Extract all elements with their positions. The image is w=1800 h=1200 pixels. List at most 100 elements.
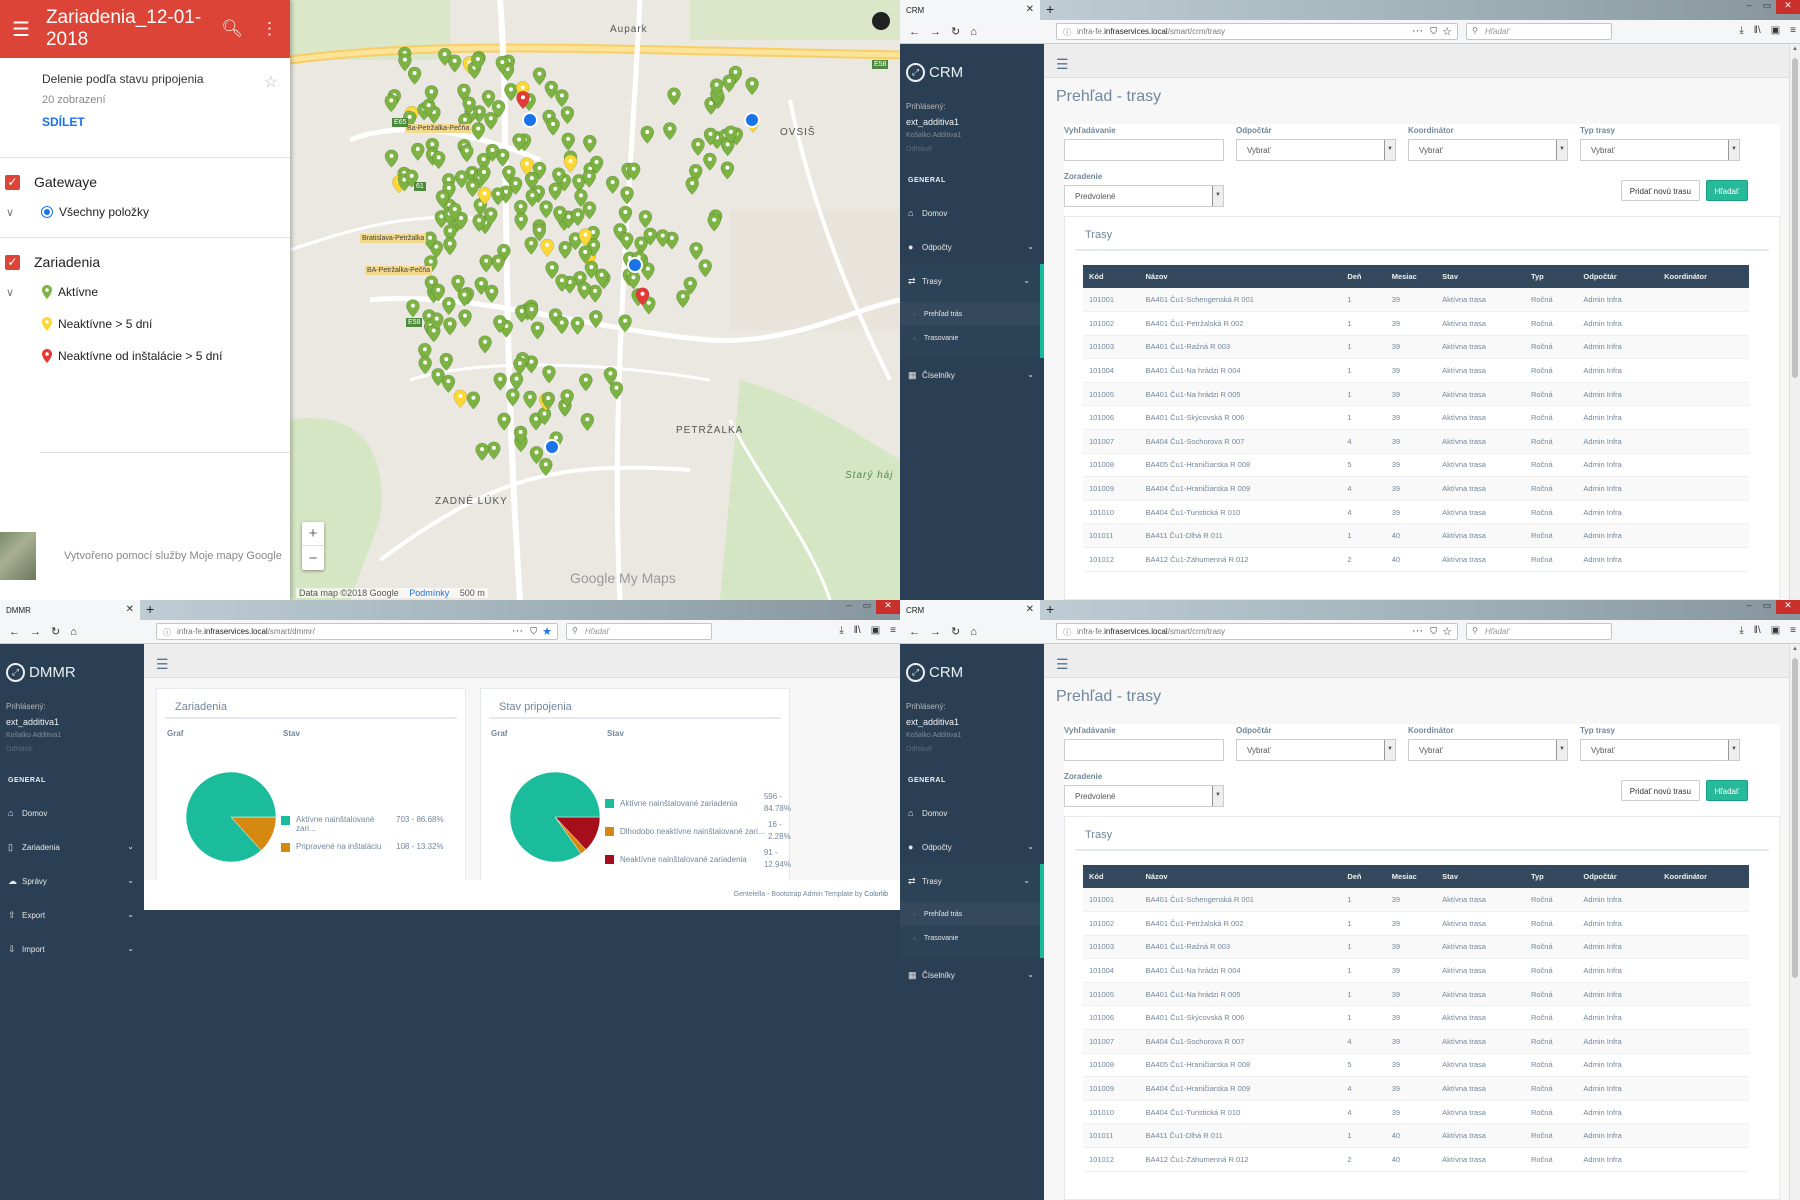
minimize-icon[interactable]: – xyxy=(846,600,852,610)
download-icon[interactable]: ⤓ xyxy=(839,625,844,636)
browser-tab[interactable]: DMMR ✕ xyxy=(0,600,140,620)
map-marker[interactable] xyxy=(618,205,633,224)
sidebar-item-home[interactable]: ⌂ Domov xyxy=(900,196,1044,230)
forward-icon[interactable]: → xyxy=(930,25,941,38)
table-row[interactable]: 101002 BA401 Ču1-Petržalská R 002 1 39 Aktív… xyxy=(1083,311,1749,336)
sidebar-item-routes[interactable]: ⇄ Trasy ⌄ xyxy=(900,264,1044,298)
map-marker[interactable] xyxy=(667,87,681,106)
table-row[interactable]: 101002 BA401 Ču1-Petržalská R 002 1 39 Aktív… xyxy=(1083,911,1749,936)
sidebar-item-home[interactable]: ⌂ Domov xyxy=(900,796,1044,830)
map-marker[interactable] xyxy=(471,52,485,71)
sort-select[interactable]: Predvolené ▼ xyxy=(1064,185,1224,207)
map-marker[interactable] xyxy=(620,232,634,251)
logout-link[interactable]: Odhlásiť xyxy=(906,146,933,153)
map-marker[interactable] xyxy=(574,189,588,208)
menu-toggle-icon[interactable]: ☰ xyxy=(144,644,900,678)
minimize-icon[interactable]: – xyxy=(1746,0,1752,10)
map-marker[interactable] xyxy=(577,281,591,300)
map-marker[interactable] xyxy=(513,357,527,376)
close-tab-icon[interactable]: ✕ xyxy=(1025,604,1034,615)
reload-icon[interactable]: ↻ xyxy=(951,626,961,638)
map-marker[interactable] xyxy=(497,412,511,431)
map-marker[interactable] xyxy=(435,189,450,209)
map-marker[interactable] xyxy=(689,242,703,261)
type-select[interactable]: Vybrať ▼ xyxy=(1580,139,1740,161)
zoom-out-button[interactable]: − xyxy=(308,549,318,567)
forward-icon[interactable]: → xyxy=(930,625,941,638)
reader-select[interactable]: Vybrať ▼ xyxy=(1236,739,1396,761)
back-icon[interactable]: ← xyxy=(909,25,920,38)
map-marker[interactable] xyxy=(720,161,735,180)
search-input[interactable] xyxy=(1064,139,1224,161)
map-marker[interactable] xyxy=(431,368,445,387)
column-header[interactable]: Názov xyxy=(1139,265,1342,288)
map-marker[interactable] xyxy=(553,205,567,224)
minimize-icon[interactable]: – xyxy=(1746,600,1752,610)
map-marker[interactable] xyxy=(471,122,486,141)
download-icon[interactable]: ⤓ xyxy=(1739,625,1744,636)
map-marker[interactable] xyxy=(453,389,468,408)
back-icon[interactable]: ← xyxy=(909,625,920,638)
map-marker[interactable] xyxy=(578,245,593,264)
home-icon[interactable]: ⌂ xyxy=(970,25,977,38)
map-marker[interactable] xyxy=(491,187,505,206)
gateway-marker[interactable] xyxy=(544,439,560,455)
info-icon[interactable]: ⓘ xyxy=(1063,628,1071,637)
map-marker[interactable] xyxy=(457,288,472,307)
map-marker[interactable] xyxy=(583,134,597,154)
column-header[interactable]: Odpočtár xyxy=(1577,865,1659,888)
map-marker[interactable] xyxy=(640,125,655,144)
map-marker[interactable] xyxy=(472,213,486,233)
table-row[interactable]: 101005 BA401 Ču1-Na hrádzi R 005 1 39 Aktívn… xyxy=(1083,982,1749,1007)
column-header[interactable]: Koordinátor xyxy=(1658,865,1749,888)
map-marker[interactable] xyxy=(431,151,446,170)
map-marker[interactable] xyxy=(582,201,597,220)
map-marker[interactable] xyxy=(485,143,500,162)
bookmark-star-icon[interactable]: ☆ xyxy=(1442,26,1452,38)
map-marker[interactable] xyxy=(384,94,399,113)
table-row[interactable]: 101011 BA411 Ču1-Dlhá R 011 1 40 Aktívna tra… xyxy=(1083,523,1749,549)
layer-item[interactable]: Neaktívne od inštalácie > 5 dní xyxy=(0,349,290,363)
submenu-item-routes-overview[interactable]: Prehľad trás xyxy=(900,902,1040,926)
map-marker[interactable] xyxy=(524,302,539,322)
map-marker[interactable] xyxy=(571,208,585,227)
menu-toggle-icon[interactable]: ☰ xyxy=(1044,644,1800,678)
url-bar[interactable]: ⓘ infra-fe.infraservices.local/smart/crm… xyxy=(1056,23,1458,40)
scroll-thumb[interactable] xyxy=(1792,58,1798,378)
gateway-marker[interactable] xyxy=(627,257,643,273)
map-marker[interactable] xyxy=(491,99,506,119)
library-icon[interactable]: ‖\ xyxy=(853,625,861,636)
url-bar[interactable]: ⓘ infra-fe.infraservices.local/smart/crm… xyxy=(1056,623,1458,640)
map-marker[interactable] xyxy=(483,207,498,226)
table-row[interactable]: 101006 BA401 Ču1-Skýcovská R 006 1 39 Aktívn… xyxy=(1083,405,1749,431)
map-marker[interactable] xyxy=(703,152,717,171)
submenu-item-routing[interactable]: Trasovanie xyxy=(900,926,1040,950)
map-marker[interactable] xyxy=(524,236,538,255)
close-window-icon[interactable]: ✕ xyxy=(1776,0,1800,14)
map-marker[interactable] xyxy=(513,425,528,444)
map-marker[interactable] xyxy=(655,229,670,248)
map-marker[interactable] xyxy=(418,356,432,375)
column-header[interactable]: Deň xyxy=(1341,265,1386,288)
map-marker[interactable] xyxy=(683,276,698,295)
map-marker[interactable] xyxy=(516,91,530,110)
table-row[interactable]: 101010 BA404 Ču1-Turistická R 010 4 39 Aktív… xyxy=(1083,500,1749,525)
map-marker[interactable] xyxy=(685,176,699,196)
search-box[interactable]: ⚲ Hľadať xyxy=(1466,23,1612,40)
map-marker[interactable] xyxy=(514,212,528,231)
map-marker[interactable] xyxy=(439,352,454,372)
table-row[interactable]: 101006 BA401 Ču1-Skýcovská R 006 1 39 Aktívn… xyxy=(1083,1005,1749,1031)
table-row[interactable]: 101004 BA401 Ču1-Na hrádzi R 004 1 39 Aktívn… xyxy=(1083,958,1749,983)
reload-icon[interactable]: ↻ xyxy=(951,26,961,38)
map-marker[interactable] xyxy=(479,254,493,273)
table-row[interactable]: 101005 BA401 Ču1-Na hrádzi R 005 1 39 Aktívn… xyxy=(1083,382,1749,407)
submenu-item-routes-overview[interactable]: Prehľad trás xyxy=(900,302,1040,326)
layer-checkbox[interactable]: ✓ xyxy=(5,174,20,190)
info-icon[interactable]: ⓘ xyxy=(163,628,171,637)
map-marker[interactable] xyxy=(703,127,718,146)
map-marker[interactable] xyxy=(411,142,425,161)
map-marker[interactable] xyxy=(609,381,624,400)
table-row[interactable]: 101008 BA405 Ču1-Hraničiarska R 008 5 39 Akt… xyxy=(1083,1053,1749,1078)
sidebar-icon[interactable]: ▣ xyxy=(870,625,881,636)
table-row[interactable]: 101007 BA404 Ču1-Sochorova R 007 4 39 Aktívn… xyxy=(1083,1029,1749,1054)
